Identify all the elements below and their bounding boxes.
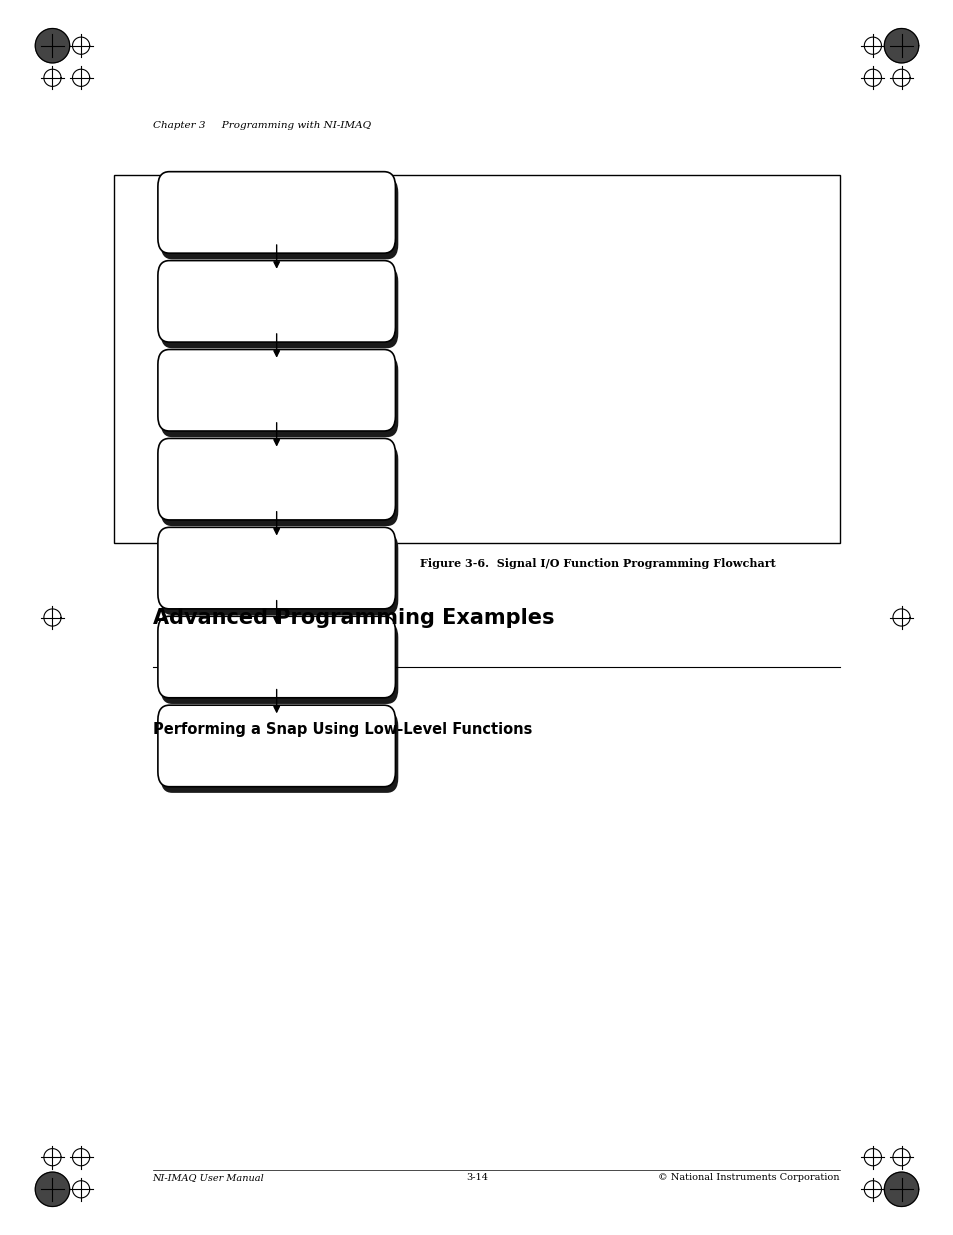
- FancyBboxPatch shape: [160, 622, 398, 704]
- Text: © National Instruments Corporation: © National Instruments Corporation: [658, 1173, 839, 1182]
- Polygon shape: [883, 1172, 918, 1207]
- FancyBboxPatch shape: [157, 172, 395, 253]
- FancyBboxPatch shape: [157, 705, 395, 787]
- FancyBboxPatch shape: [157, 261, 395, 342]
- FancyBboxPatch shape: [160, 534, 398, 615]
- Text: Advanced Programming Examples: Advanced Programming Examples: [152, 608, 554, 627]
- Polygon shape: [883, 28, 918, 63]
- FancyBboxPatch shape: [157, 438, 395, 520]
- FancyBboxPatch shape: [157, 350, 395, 431]
- Text: Figure 3-6.  Signal I/O Function Programming Flowchart: Figure 3-6. Signal I/O Function Programm…: [419, 558, 775, 569]
- Text: 3-14: 3-14: [465, 1173, 488, 1182]
- Polygon shape: [35, 1172, 70, 1207]
- Bar: [114, 175, 839, 543]
- Text: Performing a Snap Using Low-Level Functions: Performing a Snap Using Low-Level Functi…: [152, 722, 532, 737]
- Text: NI-IMAQ User Manual: NI-IMAQ User Manual: [152, 1173, 264, 1182]
- FancyBboxPatch shape: [157, 616, 395, 698]
- FancyBboxPatch shape: [160, 178, 398, 259]
- Polygon shape: [35, 28, 70, 63]
- FancyBboxPatch shape: [160, 267, 398, 348]
- Text: Chapter 3     Programming with NI-IMAQ: Chapter 3 Programming with NI-IMAQ: [152, 121, 371, 130]
- FancyBboxPatch shape: [160, 356, 398, 437]
- FancyBboxPatch shape: [160, 711, 398, 793]
- FancyBboxPatch shape: [160, 445, 398, 526]
- FancyBboxPatch shape: [157, 527, 395, 609]
